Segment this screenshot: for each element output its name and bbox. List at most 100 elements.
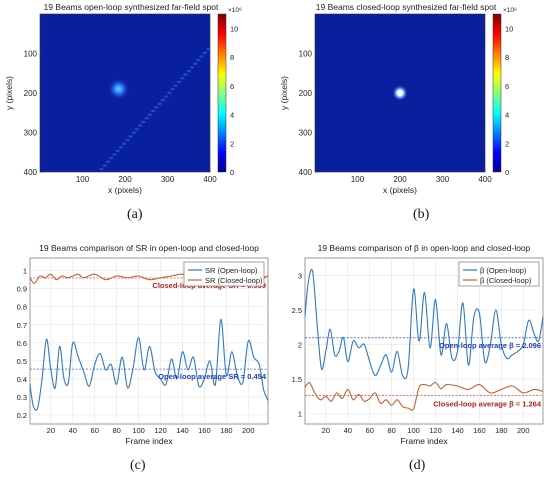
x-tick-label: 60 — [366, 426, 374, 435]
y-tick-label: 2.5 — [292, 306, 302, 315]
x-tick-label: 40 — [344, 426, 352, 435]
artifact-pixel — [177, 80, 182, 84]
chart-title: 19 Beams open-loop synthesized far-field… — [44, 2, 219, 12]
colorbar-tick-label: 8 — [230, 53, 234, 62]
artifact-pixel — [196, 59, 201, 62]
y-tick-label: 200 — [24, 89, 38, 98]
colorbar-tick-label: 6 — [505, 82, 509, 91]
series-line-open-loop — [304, 268, 544, 380]
artifact-pixel — [206, 48, 211, 51]
y-tick-label: 0.5 — [17, 357, 27, 366]
y-tick-label: 200 — [299, 89, 313, 98]
artifact-pixel — [115, 149, 120, 153]
colorbar-tick-label: 4 — [230, 111, 234, 120]
y-tick-label: 400 — [24, 168, 38, 177]
colorbar-tick-label: 0 — [505, 168, 509, 177]
y-tick-label: 100 — [299, 50, 313, 59]
artifact-pixel — [122, 142, 127, 145]
average-label: Closed-loop average β = 1.264 — [433, 399, 542, 408]
legend-label: SR (Closed-loop) — [205, 276, 263, 285]
colorbar — [492, 13, 502, 173]
y-tick-label: 0.4 — [17, 375, 27, 384]
y-tick-label: 0.8 — [17, 303, 27, 312]
average-label: Open-loop average β = 2.096 — [439, 341, 541, 350]
beta-comparison-chart: 19 Beams comparison of β in open-loop an… — [292, 243, 544, 446]
x-axis-label: Frame index — [400, 436, 448, 446]
artifact-pixel — [170, 88, 175, 91]
artifact-pixel — [167, 91, 172, 94]
artifact-pixel — [147, 113, 152, 116]
x-tick-label: 300 — [436, 175, 450, 184]
x-axis-label: x (pixels) — [383, 185, 417, 195]
y-tick-label: 0.3 — [17, 393, 27, 402]
x-tick-label: 100 — [132, 426, 145, 435]
artifact-pixel — [128, 135, 133, 138]
panel-label-a: (a) — [127, 207, 143, 222]
colorbar-tick-label: 0 — [230, 168, 234, 177]
artifact-pixel — [157, 102, 162, 105]
legend-label: β (Open-loop) — [480, 266, 527, 275]
x-tick-label: 200 — [517, 426, 530, 435]
artifact-pixel — [135, 128, 140, 131]
y-tick-label: 1 — [298, 410, 302, 419]
x-tick-label: 40 — [69, 426, 77, 435]
artifact-pixel — [109, 157, 114, 160]
legend-box — [183, 261, 265, 287]
artifact-pixel — [105, 160, 110, 163]
artifact-pixel — [199, 55, 204, 58]
panel-label-d: (d) — [409, 458, 426, 473]
artifact-pixel — [102, 164, 107, 167]
artifact-pixel — [125, 138, 130, 142]
x-tick-label: 100 — [76, 175, 90, 184]
y-tick-label: 100 — [24, 50, 38, 59]
artifact-pixel — [138, 124, 143, 127]
x-tick-label: 200 — [393, 175, 407, 184]
x-tick-label: 80 — [387, 426, 395, 435]
x-tick-label: 180 — [220, 426, 233, 435]
colorbar-tick-label: 2 — [230, 139, 234, 148]
x-tick-label: 120 — [154, 426, 167, 435]
artifact-pixel — [202, 51, 207, 54]
y-axis-label: y (pixels) — [4, 76, 14, 110]
chart-title: 19 Beams closed-loop synthesized far-fie… — [316, 2, 497, 12]
y-tick-label: 0.7 — [17, 321, 27, 330]
legend-box — [458, 261, 540, 287]
artifact-pixel — [173, 84, 178, 87]
y-tick-label: 300 — [24, 129, 38, 138]
x-tick-label: 180 — [495, 426, 508, 435]
x-tick-label: 60 — [91, 426, 99, 435]
legend-label: SR (Open-loop) — [205, 266, 258, 275]
y-tick-label: 0.6 — [17, 339, 27, 348]
y-tick-label: 1.5 — [292, 375, 302, 384]
x-tick-label: 20 — [322, 426, 330, 435]
colorbar-tick-label: 4 — [505, 111, 509, 120]
y-tick-label: 400 — [299, 168, 313, 177]
heatmap-chart-open-loop: 19 Beams open-loop synthesized far-field… — [4, 2, 242, 195]
x-tick-label: 140 — [451, 426, 464, 435]
artifact-pixel — [154, 106, 159, 109]
legend-label: β (Closed-loop) — [480, 276, 532, 285]
x-axis-label: x (pixels) — [108, 185, 142, 195]
x-tick-label: 160 — [198, 426, 211, 435]
x-tick-label: 300 — [161, 175, 175, 184]
artifact-pixel — [180, 77, 185, 80]
x-tick-label: 160 — [473, 426, 486, 435]
series-line-closed-loop — [304, 381, 544, 411]
artifact-pixel — [141, 120, 146, 124]
x-tick-label: 400 — [203, 175, 217, 184]
artifact-pixel — [112, 153, 117, 156]
y-tick-label: 0.9 — [17, 285, 27, 294]
x-tick-label: 100 — [351, 175, 365, 184]
x-tick-label: 200 — [118, 175, 132, 184]
colorbar-exponent: ×10⁸ — [503, 7, 517, 14]
panel-label-b: (b) — [413, 207, 430, 222]
colorbar — [217, 13, 227, 173]
artifact-pixel — [164, 95, 169, 98]
heatmap-chart-closed-loop: 19 Beams closed-loop synthesized far-fie… — [279, 2, 517, 195]
colorbar-tick-label: 2 — [505, 139, 509, 148]
y-tick-label: 3 — [298, 271, 302, 280]
artifact-pixel — [118, 146, 123, 149]
x-tick-label: 120 — [429, 426, 442, 435]
artifact-pixel — [151, 109, 156, 113]
